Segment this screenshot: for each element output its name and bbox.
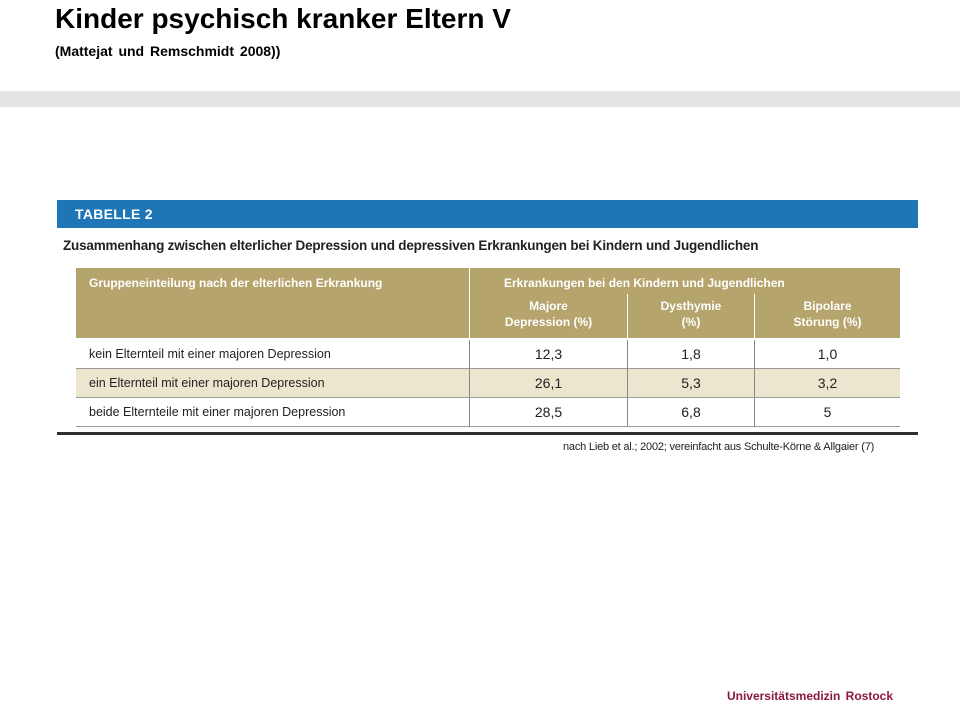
data-table: Gruppeneinteilung nach der elterlichen E… — [76, 268, 900, 427]
header-group-child-illness: Erkrankungen bei den Kindern und Jugendl… — [504, 276, 785, 290]
cell-dysthymia: 1,8 — [681, 346, 701, 362]
table-header: Gruppeneinteilung nach der elterlichen E… — [76, 268, 900, 338]
cell-bipolar-disorder: 3,2 — [817, 375, 838, 391]
table-figure: TABELLE 2 Zusammenhang zwischen elterlic… — [57, 200, 918, 435]
table-source-note: nach Lieb et al.; 2002; vereinfacht aus … — [563, 441, 875, 453]
header-divider — [469, 268, 470, 338]
header-divider-band — [0, 91, 960, 107]
table-caption: Zusammenhang zwischen elterlicher Depres… — [63, 238, 759, 253]
header-divider — [754, 294, 755, 338]
header-divider — [627, 294, 628, 338]
column-header-line: (%) — [681, 315, 701, 329]
slide-subtitle: (Mattejat und Remschmidt 2008)) — [55, 43, 281, 59]
footer-brand: Universitätsmedizin Rostock — [726, 689, 893, 703]
column-header-bipolar-disorder: Bipolare Störung (%) — [755, 298, 900, 330]
column-header-major-depression: Majore Depression (%) — [470, 298, 627, 330]
cell-bipolar-disorder: 1,0 — [817, 346, 838, 362]
column-divider — [627, 340, 628, 427]
cell-dysthymia: 6,8 — [681, 404, 701, 420]
table-label-bar: TABELLE 2 — [57, 200, 918, 228]
column-header-line: Bipolare — [803, 299, 852, 313]
cell-bipolar-disorder: 5 — [823, 404, 832, 420]
column-header-line: Majore — [529, 299, 568, 313]
header-group-parental-illness: Gruppeneinteilung nach der elterlichen E… — [89, 276, 383, 290]
cell-major-depression: 26,1 — [534, 375, 563, 391]
column-header-dysthymia: Dysthymie (%) — [628, 298, 754, 330]
row-label: ein Elternteil mit einer majoren Depress… — [89, 376, 325, 390]
cell-major-depression: 12,3 — [534, 346, 563, 362]
column-header-line: Depression (%) — [504, 315, 593, 329]
table-label: TABELLE 2 — [75, 206, 153, 222]
table-row: ein Elternteil mit einer majoren Depress… — [76, 369, 900, 398]
row-label: kein Elternteil mit einer majoren Depres… — [89, 347, 331, 361]
row-label: beide Elternteile mit einer majoren Depr… — [89, 405, 346, 419]
table-row: kein Elternteil mit einer majoren Depres… — [76, 340, 900, 369]
column-header-line: Störung (%) — [793, 315, 862, 329]
cell-dysthymia: 5,3 — [681, 375, 701, 391]
column-header-line: Dysthymie — [660, 299, 722, 313]
column-divider — [469, 340, 470, 427]
table-row: beide Elternteile mit einer majoren Depr… — [76, 398, 900, 427]
cell-major-depression: 28,5 — [534, 404, 563, 420]
column-divider — [754, 340, 755, 427]
slide-title: Kinder psychisch kranker Eltern V — [55, 3, 511, 34]
